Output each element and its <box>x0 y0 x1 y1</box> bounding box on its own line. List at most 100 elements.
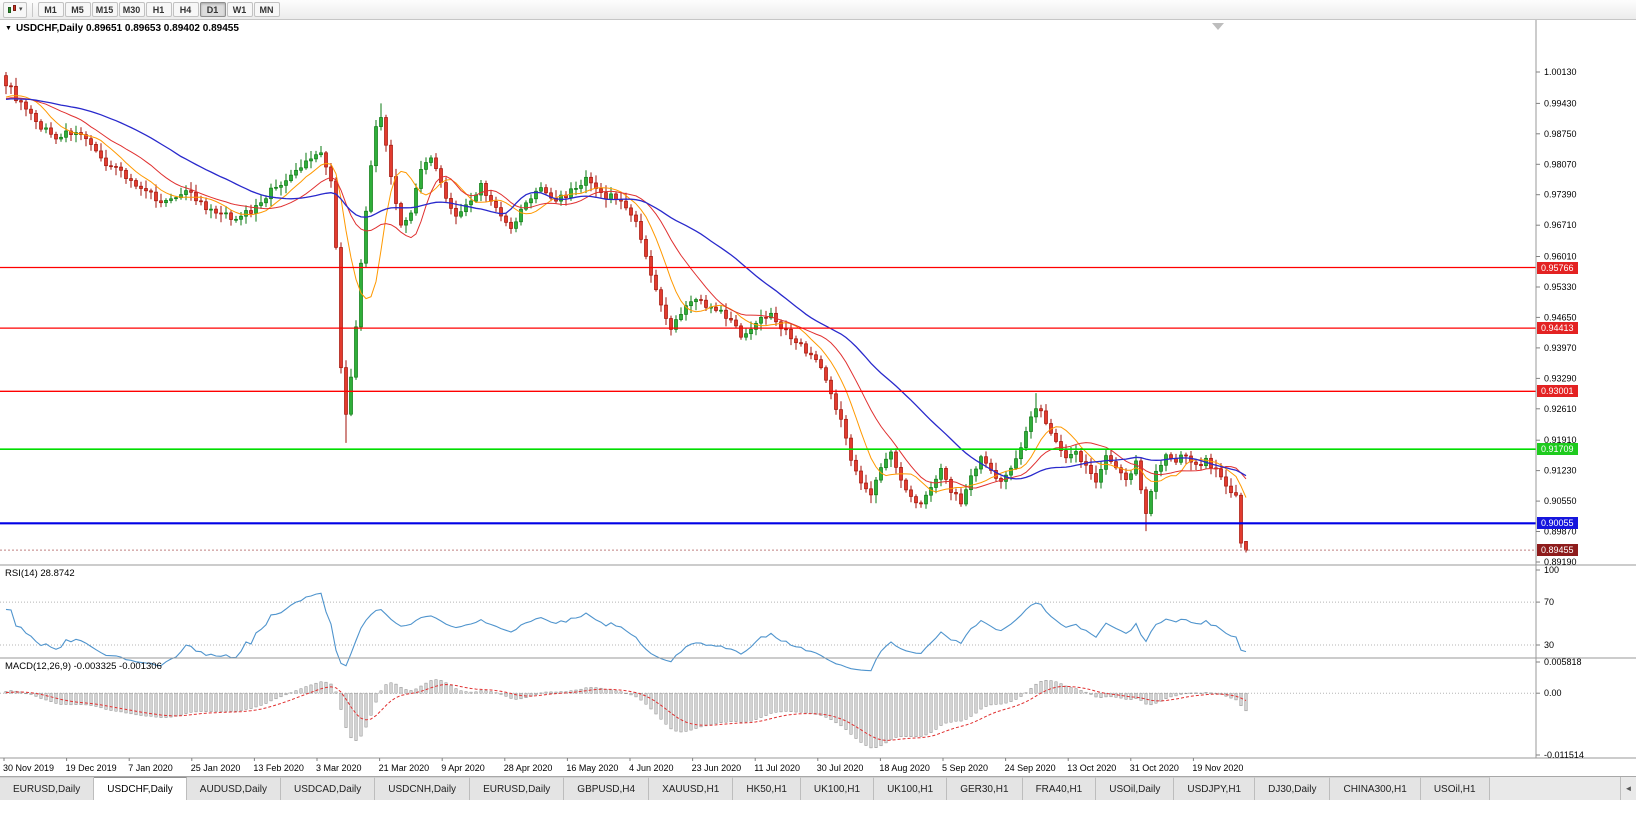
svg-text:0.93970: 0.93970 <box>1544 343 1577 353</box>
svg-text:30 Nov 2019: 30 Nov 2019 <box>3 763 54 773</box>
price-axis: 1.00130 0.99430 0.98750 0.98070 0.97390 0.967… <box>1536 67 1577 567</box>
svg-text:11 Jul 2020: 11 Jul 2020 <box>754 763 800 773</box>
svg-text:13 Feb 2020: 13 Feb 2020 <box>253 763 304 773</box>
price-line-label: 0.94413 <box>1537 322 1578 335</box>
chart-tab-gbpusd-h4[interactable]: GBPUSD,H4 <box>564 777 650 800</box>
chart-tab-uk100-h1[interactable]: UK100,H1 <box>874 777 948 800</box>
svg-text:0.99430: 0.99430 <box>1544 98 1577 108</box>
chart-tab-usdcnh-daily[interactable]: USDCNH,Daily <box>375 777 471 800</box>
svg-text:0.90550: 0.90550 <box>1544 496 1577 506</box>
svg-text:19 Dec 2019: 19 Dec 2019 <box>66 763 117 773</box>
chart-tab-usdcad-daily[interactable]: USDCAD,Daily <box>281 777 376 800</box>
svg-text:0.94650: 0.94650 <box>1544 312 1577 322</box>
svg-text:0.91910: 0.91910 <box>1544 435 1577 445</box>
chart-tabs: EURUSD,Daily USDCHF,Daily AUDUSD,Daily USDC… <box>0 777 1490 800</box>
chart-title-text: USDCHF,Daily 0.89651 0.89653 0.89402 0.8… <box>15 23 239 34</box>
chart-tab-dj30-daily[interactable]: DJ30,Daily <box>1255 777 1331 800</box>
timeframe-button-m30[interactable]: M30 <box>118 2 145 17</box>
chart-shift-marker[interactable] <box>1212 23 1224 30</box>
svg-text:30 Jul 2020: 30 Jul 2020 <box>817 763 864 773</box>
chart-tab-eurusd-daily[interactable]: EURUSD,Daily <box>0 777 95 800</box>
svg-text:13 Oct 2020: 13 Oct 2020 <box>1067 763 1116 773</box>
rsi-line <box>5 592 1247 672</box>
timeframe-toolbar: ▾ M1 M5 M15 M30 H1 H4 D1 W1 MN <box>0 0 1636 20</box>
timeframe-button-m5[interactable]: M5 <box>64 2 91 17</box>
ma-line-8 <box>5 95 1247 498</box>
ma-line-16 <box>5 97 1247 489</box>
chart-tab-audusd-daily[interactable]: AUDUSD,Daily <box>186 777 282 800</box>
timeframe-button-w1[interactable]: W1 <box>226 2 253 17</box>
rsi-panel <box>0 592 1536 672</box>
chart-tab-ger30-h1[interactable]: GER30,H1 <box>947 777 1023 800</box>
timeframe-buttons: M1 M5 M15 M30 H1 H4 D1 W1 MN <box>37 2 281 17</box>
chart-tab-xauusd-h1[interactable]: XAUUSD,H1 <box>649 777 734 800</box>
macd-label: MACD(12,26,9) -0.003325 -0.001306 <box>5 661 162 672</box>
svg-text:30: 30 <box>1544 640 1554 650</box>
svg-text:31 Oct 2020: 31 Oct 2020 <box>1130 763 1179 773</box>
chart-tab-fra40-h1[interactable]: FRA40,H1 <box>1022 777 1097 800</box>
horizontal-lines-layer[interactable] <box>0 266 1536 525</box>
price-line-label: 0.91709 <box>1537 443 1578 456</box>
svg-text:1.00130: 1.00130 <box>1544 67 1577 77</box>
svg-text:9 Apr 2020: 9 Apr 2020 <box>441 763 485 773</box>
svg-text:24 Sep 2020: 24 Sep 2020 <box>1005 763 1056 773</box>
chart-tab-usdjpy-h1[interactable]: USDJPY,H1 <box>1174 777 1256 800</box>
chart-tab-uk100-h1[interactable]: UK100,H1 <box>800 777 875 800</box>
date-axis: 30 Nov 2019 19 Dec 2019 7 Jan 2020 25 Jan 2… <box>3 758 1243 773</box>
svg-text:7 Jan 2020: 7 Jan 2020 <box>128 763 173 773</box>
chart-window[interactable]: 1.00130 0.99430 0.98750 0.98070 0.97390 0.967… <box>0 20 1636 776</box>
chart-type-button[interactable]: ▾ <box>3 1 27 18</box>
svg-text:0.89870: 0.89870 <box>1544 527 1577 537</box>
svg-text:0.92610: 0.92610 <box>1544 404 1577 414</box>
svg-text:0.005818: 0.005818 <box>1544 657 1582 667</box>
timeframe-button-h1[interactable]: H1 <box>145 2 172 17</box>
svg-text:28 Apr 2020: 28 Apr 2020 <box>504 763 553 773</box>
timeframe-button-m1[interactable]: M1 <box>37 2 64 17</box>
svg-text:21 Mar 2020: 21 Mar 2020 <box>379 763 430 773</box>
status-bar <box>0 800 1636 835</box>
tab-scroll-left-button[interactable]: ◄ <box>1620 777 1636 800</box>
svg-text:0.97390: 0.97390 <box>1544 190 1577 200</box>
price-line-label: 0.95766 <box>1537 261 1578 274</box>
rsi-axis: 100 70 30 <box>1536 565 1559 650</box>
macd-signal-line <box>5 683 1247 741</box>
svg-text:0.93290: 0.93290 <box>1544 373 1577 383</box>
svg-text:0.89190: 0.89190 <box>1544 557 1577 567</box>
svg-text:4 Jun 2020: 4 Jun 2020 <box>629 763 674 773</box>
timeframe-button-mn[interactable]: MN <box>253 2 280 17</box>
svg-text:0.95330: 0.95330 <box>1544 282 1577 292</box>
svg-text:3 Mar 2020: 3 Mar 2020 <box>316 763 362 773</box>
toolbar-separator <box>31 2 33 17</box>
collapse-icon[interactable]: ▼ <box>5 25 12 32</box>
current-price-label: 0.89455 <box>1537 544 1578 557</box>
svg-text:100: 100 <box>1544 565 1559 575</box>
svg-text:19 Nov 2020: 19 Nov 2020 <box>1192 763 1243 773</box>
timeframe-button-m15[interactable]: M15 <box>91 2 118 17</box>
svg-text:0.00: 0.00 <box>1544 688 1562 698</box>
candlestick-chart-icon <box>7 4 17 15</box>
svg-text:0.98070: 0.98070 <box>1544 159 1577 169</box>
chart-title: ▼ USDCHF,Daily 0.89651 0.89653 0.89402 0… <box>5 23 239 34</box>
svg-text:23 Jun 2020: 23 Jun 2020 <box>692 763 742 773</box>
price-line-label: 0.93001 <box>1537 385 1578 398</box>
svg-text:25 Jan 2020: 25 Jan 2020 <box>191 763 241 773</box>
timeframe-button-d1[interactable]: D1 <box>199 2 226 17</box>
svg-text:0.91230: 0.91230 <box>1544 466 1577 476</box>
macd-panel <box>0 679 1536 749</box>
chart-tab-hk50-h1[interactable]: HK50,H1 <box>733 777 801 800</box>
svg-text:0.98750: 0.98750 <box>1544 129 1577 139</box>
chart-tab-eurusd-daily[interactable]: EURUSD,Daily <box>470 777 565 800</box>
svg-text:0.96010: 0.96010 <box>1544 252 1577 262</box>
chart-tab-usdchf-daily[interactable]: USDCHF,Daily <box>94 777 187 800</box>
svg-text:16 May 2020: 16 May 2020 <box>566 763 618 773</box>
rsi-label: RSI(14) 28.8742 <box>5 568 75 579</box>
timeframe-button-h4[interactable]: H4 <box>172 2 199 17</box>
chart-tab-bar: EURUSD,Daily USDCHF,Daily AUDUSD,Daily USDC… <box>0 776 1636 800</box>
chart-canvas[interactable]: 1.00130 0.99430 0.98750 0.98070 0.97390 0.967… <box>0 20 1636 776</box>
svg-text:70: 70 <box>1544 597 1554 607</box>
chart-tab-usoil-h1[interactable]: USOil,H1 <box>1420 777 1490 800</box>
chart-tab-china300-h1[interactable]: CHINA300,H1 <box>1330 777 1421 800</box>
price-line-label: 0.90055 <box>1537 517 1578 530</box>
chart-tab-usoil-daily[interactable]: USOil,Daily <box>1096 777 1175 800</box>
